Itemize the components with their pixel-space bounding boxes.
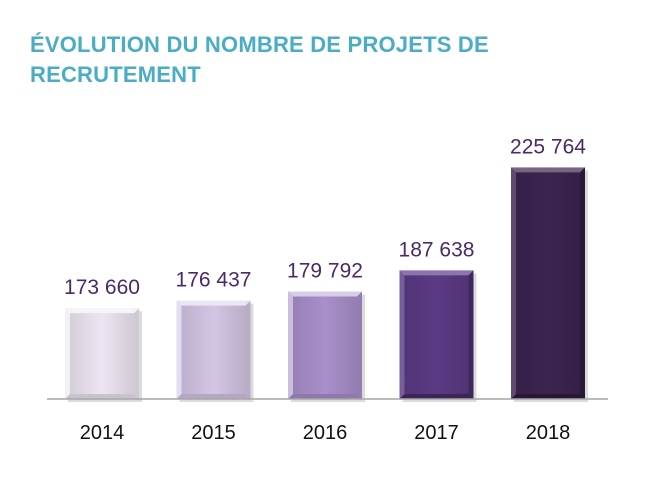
bar-face-shade [70, 313, 134, 394]
x-tick-label: 2015 [191, 422, 236, 444]
x-tick-labels: 2014 2015 2016 2017 2018 [80, 422, 571, 444]
bar-2015 [176, 300, 254, 402]
bar-value-label: 176 437 [176, 269, 252, 292]
bar-bevel-top [65, 308, 139, 314]
x-tick-label: 2016 [303, 422, 348, 444]
x-tick-label: 2014 [80, 422, 125, 444]
bar-bevel-right [134, 308, 139, 399]
bar-face-shade [404, 275, 469, 394]
bar-bevel-bottom [176, 394, 251, 399]
bar-bevel-left [288, 291, 293, 399]
bar-value-label: 187 638 [399, 238, 475, 261]
bars-layer: 173 660 176 437 179 792 187 638 225 764 [64, 135, 588, 402]
bar-face-shade [181, 305, 246, 394]
bar-bevel-left [176, 300, 182, 399]
bar-bevel-left [399, 270, 405, 399]
x-tick-label: 2018 [526, 422, 571, 444]
bar-value-label: 173 660 [64, 276, 140, 299]
bar-2017 [399, 270, 477, 402]
bar-value-label: 179 792 [287, 260, 363, 283]
bar-bevel-left [511, 167, 516, 399]
bar-2016 [288, 291, 365, 402]
x-tick-label: 2017 [414, 422, 459, 444]
bar-bevel-right [357, 291, 362, 399]
bar-bevel-bottom [511, 394, 585, 399]
bar-face-shade [293, 296, 357, 394]
bar-2014 [65, 308, 142, 402]
bar-bevel-right [245, 300, 251, 399]
chart-title-line-2: RECRUTEMENT [30, 62, 201, 87]
bar-bevel-top [288, 291, 362, 297]
bar-bevel-top [399, 270, 474, 276]
bar-2018 [511, 167, 588, 402]
bar-bevel-top [511, 167, 585, 173]
bar-bevel-bottom [399, 394, 474, 399]
bar-bevel-left [65, 308, 70, 399]
bar-bevel-right [580, 167, 585, 399]
bar-face-shade [516, 172, 580, 394]
bar-bevel-bottom [288, 394, 362, 399]
chart-title: ÉVOLUTION DU NOMBRE DE PROJETS DE RECRUT… [30, 30, 590, 90]
chart-title-line-1: ÉVOLUTION DU NOMBRE DE PROJETS DE [30, 32, 489, 57]
bar-bevel-bottom [65, 394, 139, 399]
bar-bevel-top [176, 300, 251, 306]
bar-value-label: 225 764 [510, 135, 586, 158]
bar-bevel-right [468, 270, 474, 399]
